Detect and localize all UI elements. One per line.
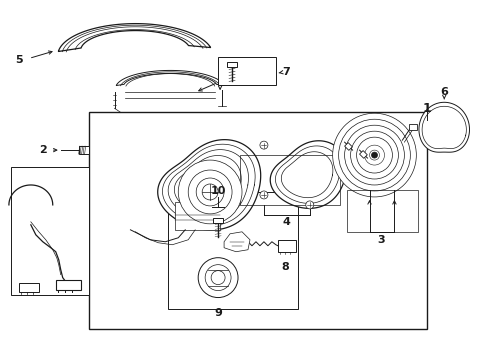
Circle shape: [178, 160, 242, 224]
Polygon shape: [270, 141, 346, 208]
Circle shape: [260, 141, 268, 149]
Circle shape: [333, 113, 416, 197]
Circle shape: [188, 170, 232, 214]
Polygon shape: [419, 102, 469, 152]
Bar: [11, 167, 89, 294]
Bar: [175, 202, 220, 230]
Circle shape: [344, 125, 404, 185]
Circle shape: [260, 191, 268, 199]
Bar: [346, 190, 418, 232]
Bar: [409, 124, 417, 130]
Bar: [278, 240, 296, 252]
Bar: [19, 283, 39, 292]
Bar: [78, 146, 89, 154]
Text: 1: 1: [423, 102, 432, 115]
Bar: [360, 150, 368, 158]
Bar: [168, 192, 298, 310]
Text: 8: 8: [281, 262, 289, 272]
Text: 9: 9: [214, 309, 222, 319]
Bar: [89, 112, 427, 329]
Text: 7: 7: [282, 67, 290, 77]
Text: 4: 4: [283, 217, 291, 227]
Circle shape: [365, 145, 385, 165]
Text: 2: 2: [39, 145, 47, 155]
Circle shape: [306, 201, 314, 209]
Polygon shape: [58, 24, 211, 51]
Text: 6: 6: [441, 87, 448, 97]
Circle shape: [350, 131, 398, 179]
Circle shape: [371, 152, 377, 158]
Circle shape: [202, 184, 218, 200]
Bar: [213, 218, 223, 223]
Text: 10: 10: [210, 186, 226, 196]
Circle shape: [357, 137, 392, 173]
Polygon shape: [158, 140, 261, 230]
Text: 3: 3: [378, 235, 385, 245]
Polygon shape: [116, 71, 224, 86]
Circle shape: [339, 119, 410, 191]
Bar: [344, 143, 352, 150]
Bar: [227, 62, 237, 67]
Circle shape: [205, 265, 231, 291]
Circle shape: [211, 271, 225, 285]
Circle shape: [369, 150, 379, 160]
Circle shape: [196, 178, 224, 206]
Circle shape: [198, 258, 238, 298]
Bar: [218, 58, 276, 85]
Bar: [56, 280, 81, 289]
Bar: [240, 155, 340, 205]
Text: 5: 5: [15, 55, 23, 66]
Polygon shape: [224, 232, 250, 252]
